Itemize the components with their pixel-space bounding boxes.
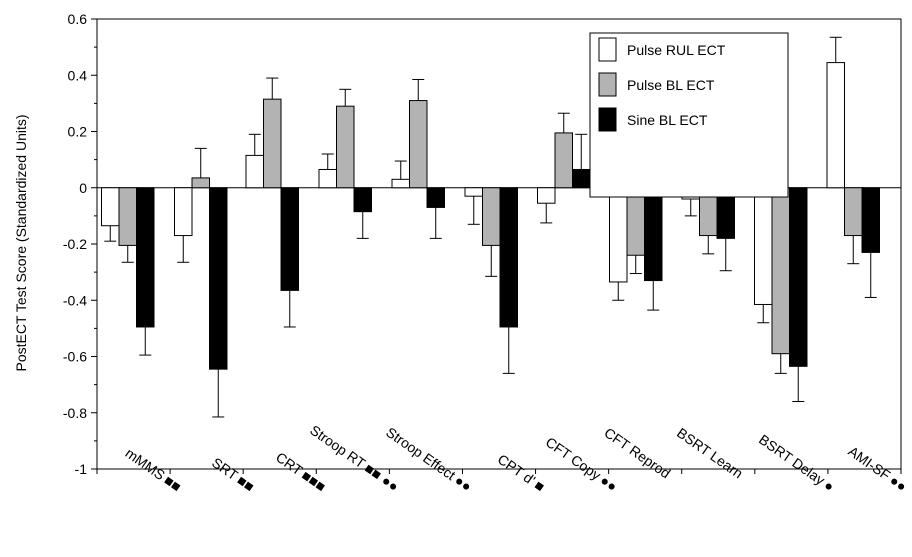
y-tick-label: 0 [79,180,87,196]
y-tick-label: 0.2 [68,124,88,140]
bar [538,188,556,203]
x-category-name: mMMS [122,445,167,484]
bar [102,188,120,226]
bar [845,188,863,236]
bar [772,188,790,354]
x-category-name: BSRT Delay [756,431,828,488]
x-category-label: BSRT Learn [674,424,746,481]
bar [319,169,337,187]
y-tick-label: 0.4 [68,67,88,83]
legend-label: Sine BL ECT [627,112,708,128]
bar [827,63,845,188]
bar [137,188,155,327]
x-category-label-group: CRT■■■ [273,449,329,495]
bar [264,99,282,188]
y-axis-title: PostECT Test Score (Standardized Units) [13,114,29,371]
x-category-label: BSRT Delay● [756,431,837,495]
x-category-label-group: CFT Reprod [601,424,673,481]
x-category-name: SRT [209,454,241,483]
x-category-label: CFT Reprod [601,424,673,481]
x-category-label-group: mMMS■■ [122,445,184,495]
y-tick-label: -0.8 [63,405,87,421]
x-category-name: BSRT Learn [674,424,746,481]
legend-label: Pulse BL ECT [627,77,715,93]
y-tick-label: -0.4 [63,292,87,308]
x-category-name: CFT Reprod [601,424,673,481]
x-category-name: AMI-SF [845,443,893,483]
significance-marker: ●● [597,472,620,495]
bar [119,188,137,246]
significance-marker: ■■ ●● [362,460,402,495]
bar [573,169,591,187]
y-tick-label: -0.2 [63,236,87,252]
bar [281,188,299,291]
significance-marker: ●● [452,472,475,495]
x-category-label: SRT■■ [209,454,257,494]
legend-swatch [599,108,616,131]
y-tick-label: 0.6 [68,11,88,27]
x-category-label-group: BSRT Learn [674,424,746,481]
legend-label: Pulse RUL ECT [627,42,726,58]
y-tick-label: -1 [75,461,88,477]
bar [354,188,372,212]
bar [645,188,663,281]
legend: Pulse RUL ECT Pulse BL ECT Sine BL ECT [590,33,788,197]
x-category-label: CFT Copy●● [543,434,621,495]
bar [755,188,773,305]
legend-swatch [599,73,616,96]
bar [210,188,228,369]
bar [246,155,264,187]
bar [337,106,355,188]
x-category-name: Stroop Effect [383,424,458,483]
x-category-label-group: CPT d'■ [495,451,548,495]
x-category-label-group: SRT■■ [209,454,257,494]
significance-marker: ■■■ [299,467,329,495]
bar [192,178,210,188]
bar [392,179,410,187]
bar [862,188,880,253]
legend-swatch [599,38,616,61]
bar [465,188,483,196]
y-tick-label: -0.6 [63,349,87,365]
bar [427,188,445,208]
bar [410,101,428,188]
bar [610,188,628,282]
x-category-label-group: CFT Copy●● [543,434,621,495]
significance-marker: ●● [887,472,910,495]
x-category-name: CRT [273,449,306,479]
significance-marker: ■■ [234,472,257,495]
x-category-name: CFT Copy [543,434,604,484]
x-category-label: CRT■■■ [273,449,329,495]
bar [627,188,645,256]
x-category-name: Stroop RT [307,422,369,472]
bar [790,188,808,367]
bar [500,188,518,327]
bar [555,133,573,188]
x-category-label: CPT d'■ [495,451,548,495]
x-category-label: mMMS■■ [122,445,184,495]
bar [483,188,501,246]
bar [175,188,193,236]
x-category-label-group: BSRT Delay● [756,431,837,495]
significance-marker: ■■ [161,472,184,495]
